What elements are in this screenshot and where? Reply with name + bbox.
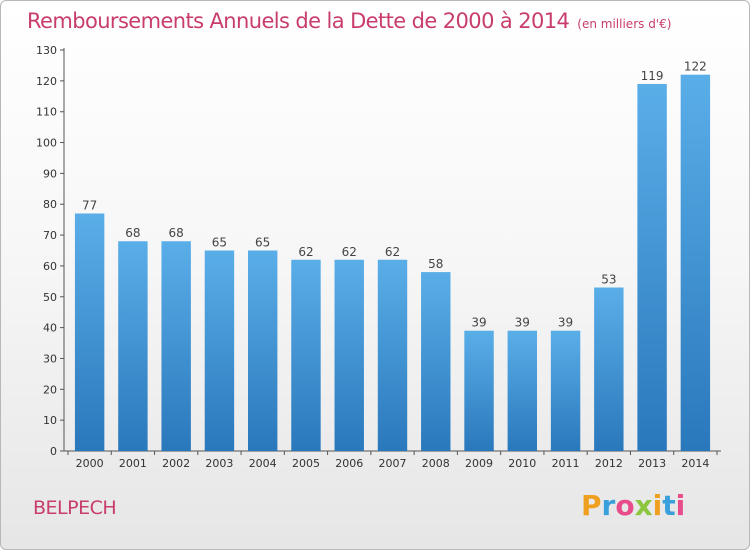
bar — [161, 241, 191, 451]
y-tick-label: 0 — [50, 445, 57, 458]
y-tick-label: 70 — [43, 229, 57, 242]
x-tick-label: 2013 — [638, 457, 666, 470]
x-tick-label: 2002 — [162, 457, 190, 470]
x-tick-label: 2007 — [379, 457, 407, 470]
bar-value-label: 68 — [169, 226, 184, 240]
x-tick-label: 2014 — [681, 457, 709, 470]
y-tick-label: 120 — [36, 75, 57, 88]
bar-value-label: 119 — [641, 69, 664, 83]
y-tick-label: 30 — [43, 352, 57, 365]
y-tick-label: 100 — [36, 137, 57, 150]
y-tick-label: 60 — [43, 260, 57, 273]
bar-value-label: 68 — [125, 226, 140, 240]
y-tick-label: 130 — [36, 44, 57, 57]
bar-value-label: 62 — [342, 245, 357, 259]
chart-title-text: Remboursements Annuels de la Dette de 20… — [27, 9, 570, 33]
bar-value-label: 39 — [515, 316, 530, 330]
bar-value-label: 65 — [212, 236, 227, 250]
x-tick-label: 2000 — [76, 457, 104, 470]
x-tick-label: 2012 — [595, 457, 623, 470]
bar-value-label: 39 — [558, 316, 573, 330]
chart-title: Remboursements Annuels de la Dette de 20… — [27, 9, 671, 33]
bar — [594, 287, 624, 451]
bar — [118, 241, 148, 451]
bar-value-label: 122 — [684, 60, 707, 74]
y-tick-label: 40 — [43, 322, 57, 335]
x-tick-label: 2004 — [249, 457, 277, 470]
x-tick-label: 2010 — [508, 457, 536, 470]
bar — [291, 259, 321, 451]
logo-letter: i — [675, 489, 686, 522]
logo-letter: o — [615, 489, 635, 522]
bar — [377, 259, 408, 451]
logo-letter: x — [634, 489, 653, 522]
y-tick-label: 80 — [43, 198, 57, 211]
y-tick-label: 20 — [43, 383, 57, 396]
bar — [637, 83, 667, 451]
bar — [74, 213, 105, 451]
x-tick-label: 2006 — [335, 457, 363, 470]
bar — [334, 259, 364, 451]
bar — [204, 250, 235, 451]
bar-value-label: 77 — [82, 198, 97, 212]
chart-subtitle: (en milliers d'€) — [577, 17, 672, 31]
logo-letter: i — [652, 489, 663, 522]
y-tick-label: 90 — [43, 167, 57, 180]
x-tick-label: 2005 — [292, 457, 320, 470]
bar — [464, 330, 494, 451]
bar-value-label: 62 — [385, 245, 400, 259]
x-tick-label: 2003 — [205, 457, 233, 470]
x-tick-label: 2001 — [119, 457, 147, 470]
proxiti-logo: Proxiti — [581, 489, 685, 522]
x-tick-label: 2011 — [552, 457, 580, 470]
logo-letter: t — [662, 489, 676, 522]
y-tick-label: 110 — [36, 106, 57, 119]
bar-value-label: 62 — [298, 245, 313, 259]
y-tick-label: 10 — [43, 414, 57, 427]
bar-value-label: 58 — [428, 257, 443, 271]
bar-value-label: 53 — [601, 273, 616, 287]
bar-value-label: 39 — [471, 316, 486, 330]
bar — [421, 272, 451, 451]
bar — [247, 250, 278, 451]
bar — [507, 330, 538, 451]
x-tick-label: 2008 — [422, 457, 450, 470]
bar — [680, 74, 711, 451]
y-tick-label: 50 — [43, 291, 57, 304]
bar — [550, 330, 581, 451]
bar-value-label: 65 — [255, 236, 270, 250]
commune-name: BELPECH — [33, 497, 117, 519]
x-tick-label: 2009 — [465, 457, 493, 470]
logo-letter: r — [601, 489, 616, 522]
logo-letter: P — [581, 489, 602, 522]
